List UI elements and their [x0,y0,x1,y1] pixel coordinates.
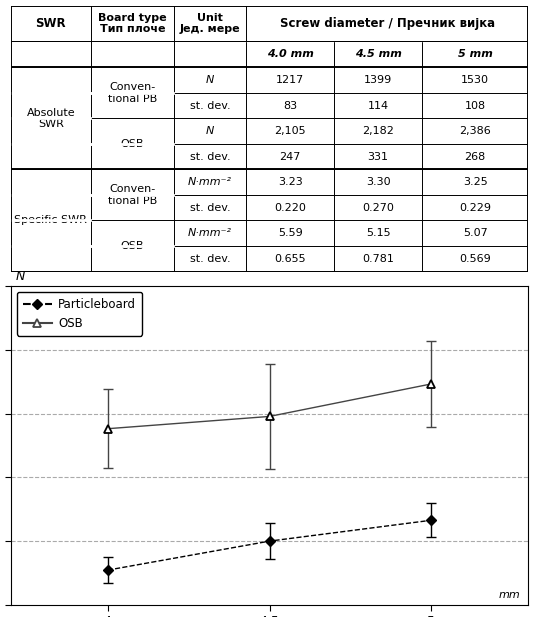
Text: 3.30: 3.30 [366,177,390,187]
Text: N·mm⁻²: N·mm⁻² [188,177,232,187]
Text: 1217: 1217 [276,75,305,85]
Text: 331: 331 [368,152,389,162]
Text: N: N [206,75,214,85]
Text: 247: 247 [280,152,301,162]
Text: 4.5 mm: 4.5 mm [355,49,402,59]
Text: N·mm⁻²: N·mm⁻² [188,228,232,238]
Text: Board type
Тип плоче: Board type Тип плоче [98,12,167,34]
Text: 5.07: 5.07 [463,228,488,238]
Text: Screw diameter / Пречник вијка: Screw diameter / Пречник вијка [280,17,495,30]
Text: mm: mm [499,590,521,600]
Text: Absolute
SWR: Absolute SWR [26,107,75,129]
Text: 3.25: 3.25 [463,177,488,187]
Text: 108: 108 [465,101,486,110]
Text: Conven-
tional PB: Conven- tional PB [108,82,157,104]
Text: 4.0 mm: 4.0 mm [267,49,314,59]
Text: 3.23: 3.23 [278,177,302,187]
Text: st. dev.: st. dev. [190,203,230,213]
Text: Conven-
tional PB: Conven- tional PB [108,184,157,205]
Text: 0.569: 0.569 [459,254,491,264]
Text: 5 mm: 5 mm [458,49,493,59]
Text: 1399: 1399 [364,75,392,85]
Text: OSB: OSB [121,241,144,251]
Text: st. dev.: st. dev. [190,152,230,162]
Text: st. dev.: st. dev. [190,101,230,110]
Text: 268: 268 [465,152,486,162]
Text: st. dev.: st. dev. [190,254,230,264]
Text: N: N [206,126,214,136]
Text: 0.781: 0.781 [362,254,394,264]
Text: 2,182: 2,182 [362,126,394,136]
Text: 0.229: 0.229 [459,203,491,213]
Text: 0.220: 0.220 [274,203,306,213]
Text: 83: 83 [283,101,298,110]
Legend: Particleboard, OSB: Particleboard, OSB [17,292,142,336]
Text: 2,386: 2,386 [459,126,491,136]
Text: 0.655: 0.655 [274,254,306,264]
Text: Specific SWR: Specific SWR [15,215,87,225]
Text: N: N [16,270,25,283]
Text: Unit
Јед. мере: Unit Јед. мере [179,12,240,34]
Text: 114: 114 [368,101,389,110]
Text: 1530: 1530 [461,75,489,85]
Text: 0.270: 0.270 [362,203,394,213]
Text: OSB: OSB [121,139,144,149]
Text: SWR: SWR [36,17,66,30]
Text: 5.59: 5.59 [278,228,302,238]
Text: 2,105: 2,105 [274,126,306,136]
Text: 5.15: 5.15 [366,228,390,238]
